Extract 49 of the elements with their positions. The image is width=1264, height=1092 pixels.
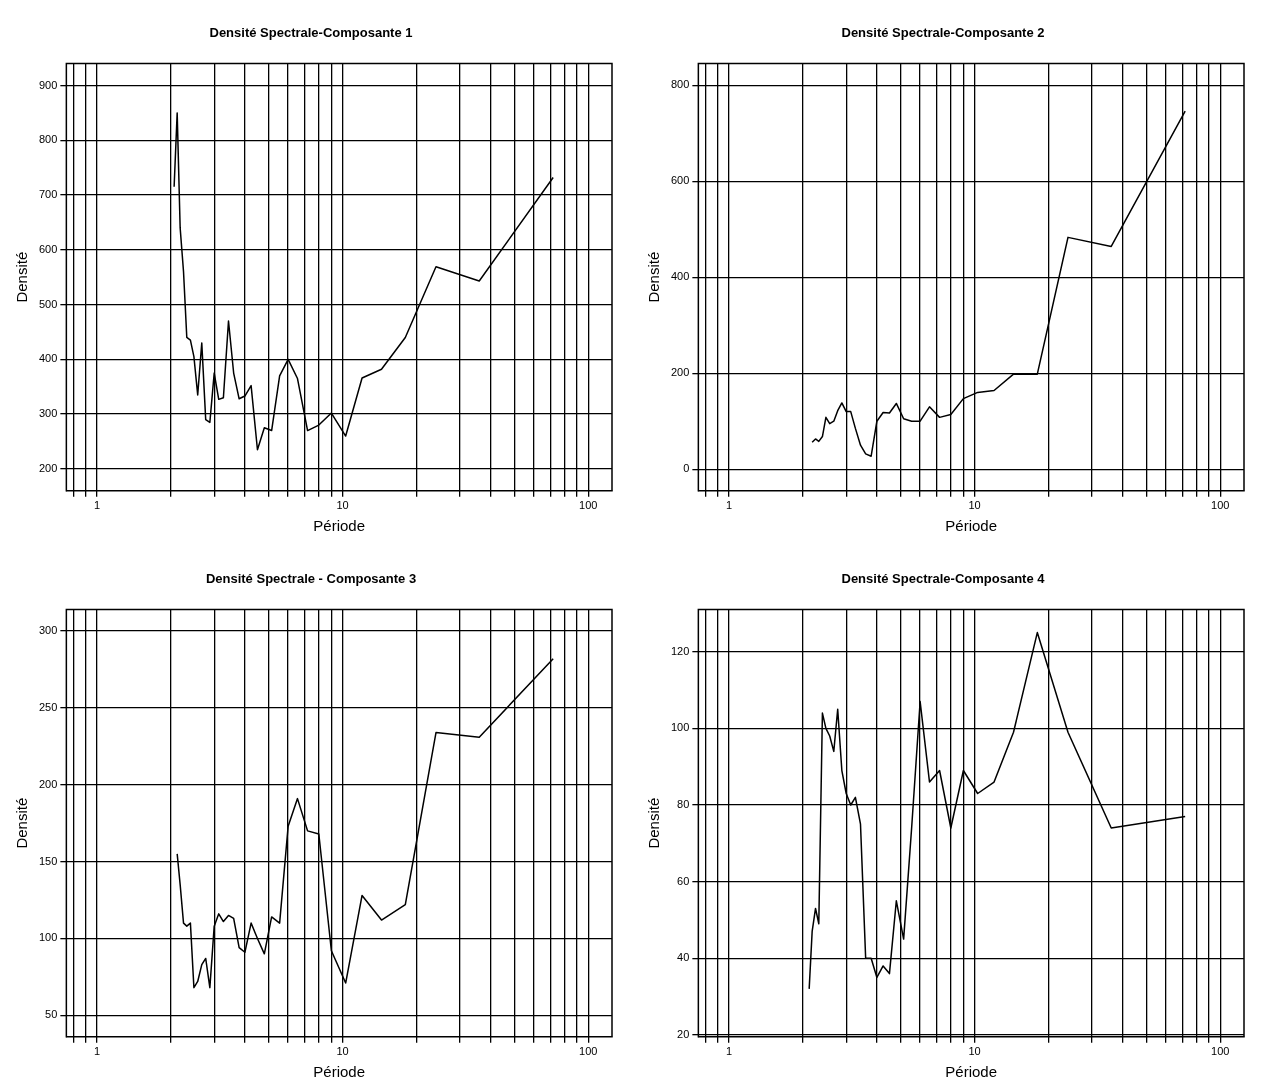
x-tick-label: 100 xyxy=(1211,499,1230,512)
x-axis-title: Période xyxy=(945,1063,998,1081)
y-tick-label: 600 xyxy=(38,242,58,255)
y-tick-label: 40 xyxy=(677,951,690,964)
y-tick-label: 200 xyxy=(38,461,58,474)
y-tick-label: 300 xyxy=(38,624,58,637)
y-tick-label: 400 xyxy=(38,352,58,365)
x-tick-label: 100 xyxy=(579,1045,598,1058)
y-axis-title: Densité xyxy=(645,251,663,303)
y-tick-label: 0 xyxy=(683,462,690,475)
y-tick-label: 20 xyxy=(677,1027,690,1040)
y-tick-label: 300 xyxy=(38,407,58,420)
x-tick-label: 100 xyxy=(579,499,598,512)
chart-title: Densité Spectrale-Composante 2 xyxy=(841,25,1045,41)
y-tick-label: 200 xyxy=(670,366,690,379)
x-tick-label: 1 xyxy=(93,499,101,512)
y-axis-title: Densité xyxy=(645,797,663,849)
y-tick-label: 500 xyxy=(38,297,58,310)
x-axis-title: Période xyxy=(313,517,366,535)
y-tick-label: 800 xyxy=(670,78,690,91)
y-tick-label: 100 xyxy=(38,931,58,944)
x-tick-label: 1 xyxy=(93,1045,101,1058)
chart-title: Densité Spectrale - Composante 3 xyxy=(205,571,417,587)
y-axis-title: Densité xyxy=(13,797,31,849)
x-axis-title: Période xyxy=(945,517,998,535)
x-tick-label: 1 xyxy=(725,1045,733,1058)
y-tick-label: 150 xyxy=(38,854,58,867)
y-tick-label: 900 xyxy=(38,78,58,91)
y-tick-label: 800 xyxy=(38,133,58,146)
y-tick-label: 250 xyxy=(38,700,58,713)
y-tick-label: 80 xyxy=(677,798,690,811)
y-tick-label: 50 xyxy=(45,1008,58,1021)
y-tick-label: 600 xyxy=(670,174,690,187)
x-axis-title: Période xyxy=(313,1063,366,1081)
y-tick-label: 100 xyxy=(670,721,690,734)
chart-title: Densité Spectrale-Composante 1 xyxy=(209,25,413,41)
x-tick-label: 10 xyxy=(968,1045,981,1058)
x-tick-label: 10 xyxy=(336,1045,349,1058)
y-tick-label: 200 xyxy=(38,777,58,790)
x-tick-label: 10 xyxy=(968,499,981,512)
x-tick-label: 1 xyxy=(725,499,733,512)
y-tick-label: 400 xyxy=(670,270,690,283)
chart-title: Densité Spectrale-Composante 4 xyxy=(841,571,1046,587)
x-tick-label: 100 xyxy=(1211,1045,1230,1058)
y-tick-label: 120 xyxy=(670,644,690,657)
y-tick-label: 60 xyxy=(677,874,690,887)
y-tick-label: 700 xyxy=(38,188,58,201)
y-axis-title: Densité xyxy=(13,251,31,303)
x-tick-label: 10 xyxy=(336,499,349,512)
